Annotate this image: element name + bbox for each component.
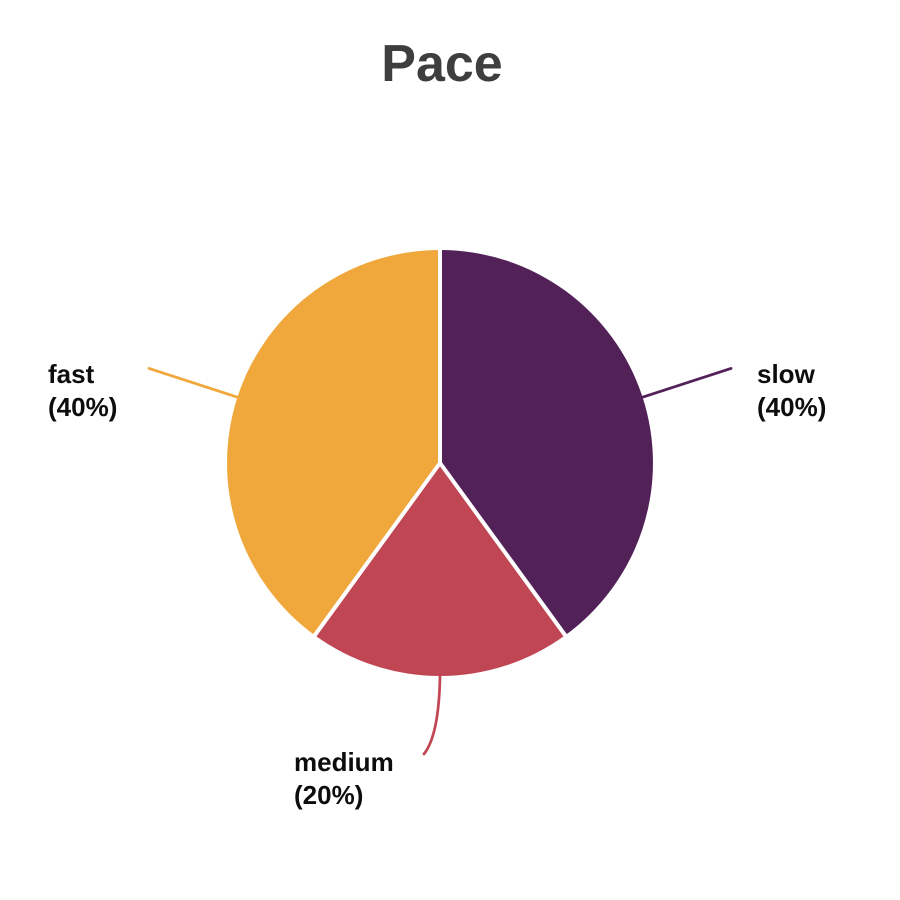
slice-label-medium: medium (20%) xyxy=(294,746,394,812)
pie-slice-slow xyxy=(440,250,653,636)
slice-label-slow: slow (40%) xyxy=(757,358,826,424)
pie-slice-medium xyxy=(314,463,566,676)
slice-label-fast: fast (40%) xyxy=(48,358,117,424)
leader-line-medium xyxy=(422,674,442,756)
pie-slice-fast xyxy=(227,250,440,636)
slice-label-fast-name: fast xyxy=(48,359,95,389)
chart-title: Pace xyxy=(381,35,503,93)
slice-separator xyxy=(438,461,568,637)
leader-line-fast xyxy=(147,367,239,399)
slice-separator xyxy=(312,461,442,637)
leader-line-slow xyxy=(641,367,733,399)
slice-label-fast-pct: (40%) xyxy=(48,392,118,422)
slice-label-medium-name: medium xyxy=(294,747,394,777)
slice-label-slow-pct: (40%) xyxy=(757,392,827,422)
slice-label-medium-pct: (20%) xyxy=(294,780,364,810)
slice-label-slow-name: slow xyxy=(757,359,815,389)
